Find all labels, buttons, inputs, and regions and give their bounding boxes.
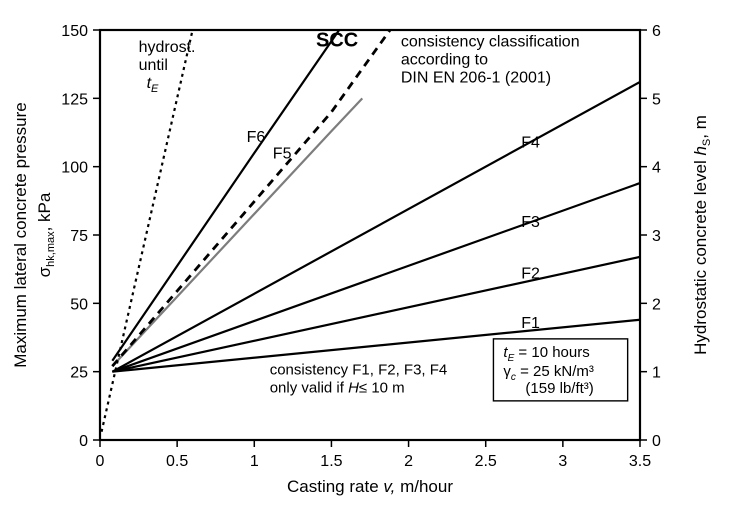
- y-left-var: σhk,max, kPa: [35, 192, 57, 277]
- label-F5: F5: [273, 145, 292, 162]
- y-left-tick-label: 50: [70, 296, 88, 313]
- y-left-tick-label: 150: [61, 23, 88, 40]
- svg-text:only valid if H≤ 10 m: only valid if H≤ 10 m: [270, 379, 405, 396]
- x-axis-title: Casting rate v, m/hour: [287, 477, 453, 496]
- svg-text:DIN EN 206-1 (2001): DIN EN 206-1 (2001): [401, 69, 551, 86]
- x-tick-label: 3.5: [629, 453, 651, 470]
- x-tick-label: 2.5: [475, 453, 497, 470]
- y-left-tick-label: 125: [61, 91, 88, 108]
- y-left-tick-label: 100: [61, 160, 88, 177]
- y-right-tick-label: 6: [652, 23, 661, 40]
- svg-text:until: until: [139, 57, 168, 74]
- x-tick-label: 3: [558, 453, 567, 470]
- y-right-tick-label: 0: [652, 433, 661, 450]
- label-hydrostat: hydrost.: [139, 39, 196, 56]
- x-tick-label: 2: [404, 453, 413, 470]
- x-tick-label: 0.5: [166, 453, 188, 470]
- x-tick-label: 1: [250, 453, 259, 470]
- label-F3: F3: [521, 214, 540, 231]
- label-F6: F6: [247, 129, 266, 146]
- chart-figure: 0 0.5 1 1.5 2 2.5 3 3.5 Casting rate v, m/hour 0 2…: [0, 0, 737, 519]
- param-line: (159 lb/ft³): [525, 380, 593, 397]
- y-right-tick-label: 1: [652, 365, 661, 382]
- label-F2: F2: [521, 266, 540, 283]
- param-line: tE = 10 hours: [503, 344, 589, 364]
- svg-text:tE: tE: [147, 75, 159, 95]
- annot-validity: consistency F1, F2, F3, F4: [270, 361, 448, 378]
- y-left-tick-label: 0: [79, 433, 88, 450]
- label-F4: F4: [521, 135, 540, 152]
- y-right-tick-label: 3: [652, 228, 661, 245]
- svg-text:according to: according to: [401, 51, 488, 68]
- y-right-tick-label: 2: [652, 296, 661, 313]
- y-left-tick-label: 75: [70, 228, 88, 245]
- label-SCC: SCC: [316, 29, 358, 51]
- y-right-title: Hydrostatic concrete level hS, m: [691, 115, 713, 355]
- y-right-tick-label: 5: [652, 91, 661, 108]
- y-left-title: Maximum lateral concrete pressure: [11, 102, 30, 367]
- chart-svg: 0 0.5 1 1.5 2 2.5 3 3.5 Casting rate v, m/hour 0 2…: [0, 0, 737, 519]
- y-left-tick-label: 25: [70, 365, 88, 382]
- label-F1: F1: [521, 315, 540, 332]
- y-right-tick-label: 4: [652, 160, 661, 177]
- annot-classification: consistency classification: [401, 33, 580, 50]
- x-tick-label: 0: [96, 453, 105, 470]
- x-tick-label: 1.5: [320, 453, 342, 470]
